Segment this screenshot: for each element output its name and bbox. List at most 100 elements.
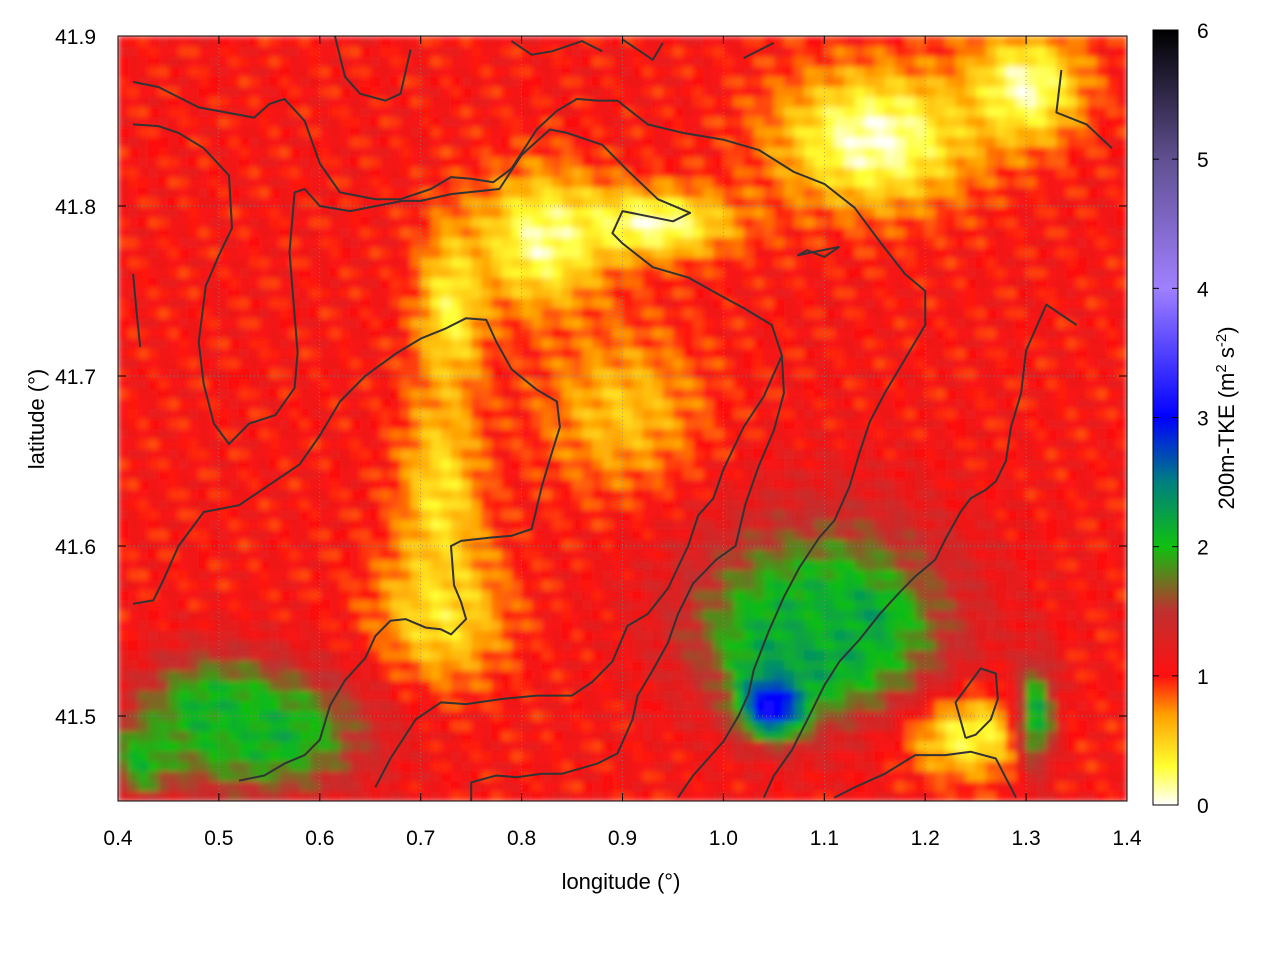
heatmap-cell [551, 36, 563, 47]
heatmap-cell [551, 619, 563, 631]
heatmap-cell [410, 569, 422, 581]
heatmap-cell [582, 750, 593, 762]
heatmap-cell [128, 559, 139, 571]
heatmap-cell [662, 197, 674, 208]
heatmap-cell [743, 589, 755, 601]
heatmap-cell [410, 277, 422, 289]
heatmap-cell [299, 277, 311, 289]
heatmap-cell [481, 569, 492, 581]
heatmap-cell [158, 629, 170, 641]
heatmap-cell [763, 237, 775, 248]
heatmap-cell [279, 46, 291, 57]
heatmap-cell [319, 650, 331, 661]
heatmap-cell [229, 609, 240, 621]
heatmap-cell [773, 277, 785, 289]
heatmap-cell [753, 760, 765, 772]
heatmap-cell [198, 589, 210, 601]
heatmap-cell [531, 760, 543, 772]
heatmap-cell [309, 398, 321, 410]
heatmap-cell [259, 378, 270, 389]
heatmap-cell [622, 146, 634, 158]
heatmap-cell [289, 650, 301, 661]
heatmap-cell [400, 368, 412, 379]
heatmap-cell [763, 297, 775, 309]
heatmap-cell [763, 629, 775, 641]
heatmap-cell [683, 720, 694, 732]
heatmap-cell [400, 780, 412, 792]
heatmap-cell [178, 770, 190, 782]
heatmap-cell [582, 116, 593, 128]
heatmap-cell [582, 156, 593, 168]
heatmap-cell [118, 327, 129, 339]
heatmap-cell [642, 76, 654, 87]
heatmap-cell [148, 287, 159, 299]
heatmap-cell [148, 559, 159, 571]
heatmap-cell [713, 428, 724, 440]
heatmap-cell [239, 639, 250, 651]
heatmap-cell [683, 297, 694, 309]
heatmap-cell [511, 338, 523, 349]
heatmap-cell [521, 499, 533, 510]
heatmap-cell [471, 448, 482, 460]
heatmap-cell [723, 348, 735, 359]
heatmap-cell [551, 680, 563, 691]
heatmap-cell [662, 126, 674, 138]
heatmap-cell [218, 327, 230, 339]
heatmap-cell [763, 509, 775, 520]
heatmap-cell [249, 247, 260, 259]
heatmap-cell [652, 438, 664, 450]
heatmap-cell [319, 770, 331, 782]
heatmap-cell [622, 297, 634, 309]
heatmap-cell [642, 629, 654, 641]
heatmap-cell [309, 217, 321, 228]
heatmap-cell [329, 197, 341, 208]
heatmap-cell [279, 368, 291, 379]
heatmap-cell [198, 46, 210, 57]
heatmap-cell [239, 217, 250, 228]
heatmap-cell [430, 780, 442, 792]
heatmap-cell [329, 549, 341, 561]
heatmap-cell [340, 559, 351, 571]
heatmap-cell [632, 237, 644, 248]
heatmap-cell [572, 770, 583, 782]
heatmap-cell [743, 438, 755, 450]
heatmap-cell [370, 690, 381, 701]
heatmap-cell [410, 770, 422, 782]
heatmap-cell [461, 408, 472, 420]
heatmap-cell [753, 519, 765, 530]
heatmap-cell [340, 650, 351, 661]
heatmap-cell [118, 126, 129, 138]
heatmap-cell [340, 247, 351, 259]
heatmap-cell [380, 529, 391, 540]
heatmap-cell [420, 428, 432, 440]
heatmap-cell [733, 277, 745, 289]
heatmap-cell [340, 408, 351, 420]
heatmap-cell [400, 237, 412, 248]
heatmap-cell [158, 136, 170, 148]
heatmap-cell [279, 650, 291, 661]
heatmap-cell [733, 237, 745, 248]
heatmap-cell [430, 740, 442, 752]
heatmap-cell [249, 468, 260, 480]
heatmap-cell [683, 660, 694, 671]
heatmap-cell [138, 428, 149, 440]
heatmap-cell [118, 176, 129, 188]
heatmap-cell [642, 317, 654, 329]
heatmap-cell [289, 599, 301, 611]
heatmap-cell [642, 277, 654, 289]
heatmap-cell [723, 338, 735, 349]
heatmap-cell [279, 176, 291, 188]
heatmap-cell [229, 327, 240, 339]
heatmap-cell [259, 227, 270, 238]
heatmap-cell [773, 257, 785, 269]
heatmap-cell [632, 46, 644, 57]
heatmap-cell [551, 468, 563, 480]
heatmap-cell [440, 207, 452, 218]
heatmap-cell [218, 46, 230, 57]
heatmap-cell [612, 358, 624, 369]
heatmap-cell [673, 166, 684, 178]
heatmap-cell [763, 247, 775, 259]
heatmap-cell [723, 639, 735, 651]
heatmap-cell [249, 639, 260, 651]
heatmap-cell [551, 549, 563, 561]
